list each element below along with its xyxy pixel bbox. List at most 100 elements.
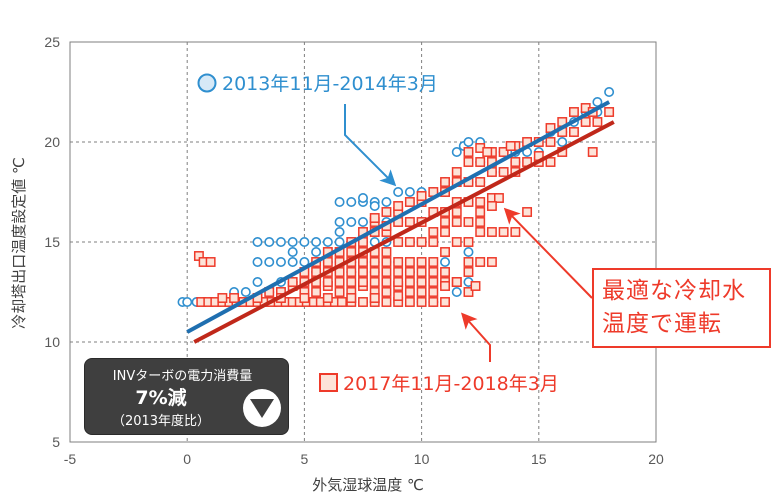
data-point-2017 [604,107,615,117]
data-point-2013 [346,217,357,228]
data-point-2017 [404,237,415,247]
data-point-2017 [463,267,474,277]
data-point-2017 [440,267,450,277]
data-point-2017 [393,291,404,301]
data-point-2017 [451,167,462,177]
data-point-2017 [369,277,380,287]
data-point-2017 [346,293,357,303]
y-tick-label: 25 [44,34,60,50]
data-point-2017 [475,207,486,217]
data-point-2017 [440,227,450,237]
data-point-2017 [404,297,415,307]
data-point-2017 [475,227,486,237]
data-point-2013 [252,256,263,267]
data-point-2017 [475,197,486,207]
x-tick-label: 5 [301,451,309,467]
data-point-2017 [451,237,462,247]
data-point-2017 [229,293,240,303]
data-point-2017 [587,147,598,157]
x-tick-label: 10 [414,451,430,467]
data-point-2017 [475,257,486,267]
callout-box: 最適な冷却水 温度で運転 [592,268,771,348]
data-point-2017 [404,257,415,267]
data-point-2013 [322,237,333,248]
x-axis-title: 外気湿球温度 ℃ [312,476,424,494]
x-tick-label: -5 [64,451,77,467]
data-point-2013 [287,256,298,267]
data-point-2017 [346,267,357,277]
data-point-2017 [217,293,228,303]
data-point-2017 [416,297,427,307]
data-point-2013 [311,237,322,248]
data-point-2017 [416,257,427,267]
data-point-2017 [404,287,415,297]
data-point-2017 [322,257,333,267]
data-point-2017 [463,237,474,247]
data-point-2017 [358,277,368,287]
trend-layer [186,100,615,344]
data-point-2017 [451,207,462,217]
data-point-2013 [264,237,275,248]
data-point-2017 [470,281,481,291]
data-point-2013 [287,237,298,248]
data-point-2013 [557,137,568,148]
energy-info-box: INVターボの電力消費量 7%減 （2013年度比） [84,358,289,435]
legend-2017-label: 2017年11月-2018年3月 [343,373,559,395]
data-point-2017 [369,293,380,303]
data-point-2017 [393,201,404,211]
data-point-2017 [505,141,516,151]
data-point-2017 [381,297,392,307]
data-point-2017 [486,257,497,267]
data-point-2017 [440,177,450,187]
data-point-2017 [428,277,439,287]
data-point-2017 [463,287,474,297]
x-tick-label: 15 [531,451,547,467]
data-point-2013 [287,247,298,258]
data-point-2017 [440,281,450,291]
data-point-2013 [240,286,251,297]
data-point-2013 [369,201,380,212]
axis-layer: -5 0 5 10 15 20 5 10 15 20 25 [44,34,664,467]
data-point-2013 [440,256,451,267]
data-point-2017 [569,127,579,137]
data-point-2013 [393,187,404,198]
callout-line-2: 温度で運転 [602,311,722,337]
arrow-to-2013-trend [344,104,397,187]
data-point-2017 [482,147,493,157]
data-point-2017 [369,267,380,277]
data-point-2017 [358,267,368,277]
trend-line-2013 [186,100,611,334]
legend-2013: 2013年11月-2014年3月 [197,73,438,95]
data-point-2017 [416,237,427,247]
data-point-2017 [486,201,497,211]
data-point-2013 [252,276,263,287]
arrow-from-callout [503,207,593,299]
data-point-2017 [416,191,427,201]
data-point-2017 [440,247,450,257]
data-point-2017 [463,217,474,227]
data-point-2017 [404,267,415,277]
data-point-2013 [299,237,310,248]
y-tick-label: 10 [44,334,60,350]
data-point-2017 [299,293,310,303]
data-point-2017 [369,257,380,267]
data-point-2013 [311,247,322,258]
data-point-2013 [275,237,286,248]
data-point-2017 [428,297,439,307]
data-point-2017 [428,237,439,247]
data-point-2017 [311,287,322,297]
point-layer [177,87,615,307]
data-point-2017 [486,227,497,237]
data-point-2013 [451,286,462,297]
info-note: （2013年度比） [111,414,211,429]
data-point-2013 [275,256,286,267]
data-point-2017 [404,217,415,227]
y-tick-label: 15 [44,234,60,250]
data-point-2017 [393,237,404,247]
data-point-2017 [416,267,427,277]
data-point-2013 [357,193,368,204]
data-point-2013 [334,217,345,228]
data-point-2017 [475,217,486,227]
data-point-2017 [404,197,415,207]
